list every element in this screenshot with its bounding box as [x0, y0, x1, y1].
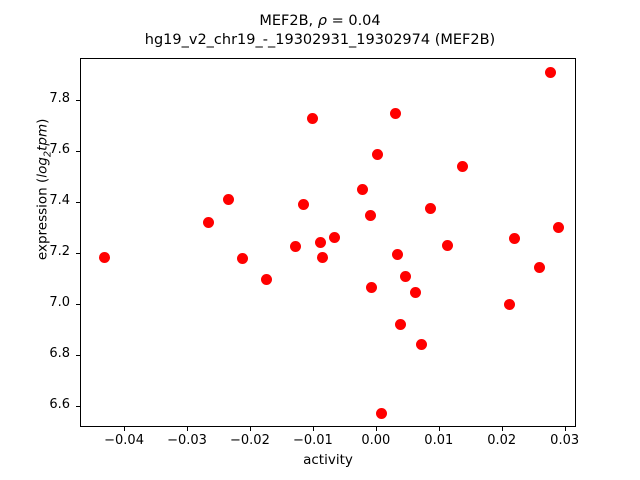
- ylabel-post: ): [34, 118, 51, 124]
- scatter-point: [297, 198, 309, 210]
- x-tick-mark: [564, 427, 566, 431]
- y-tick-label: 7.4: [49, 192, 70, 208]
- scatter-point: [317, 251, 329, 263]
- x-tick-label: 0.00: [361, 433, 391, 448]
- y-tick-label: 7.6: [49, 142, 70, 157]
- y-tick-mark: [76, 100, 80, 102]
- title-rho-value: = 0.04: [326, 13, 381, 29]
- x-tick-label: 0.02: [487, 433, 517, 448]
- ylabel-log: log: [34, 157, 51, 178]
- x-tick-mark: [501, 427, 503, 431]
- scatter-point: [261, 273, 273, 285]
- scatter-point: [375, 407, 387, 419]
- x-axis-label: activity: [303, 452, 353, 468]
- y-tick-mark: [76, 303, 80, 305]
- scatter-point: [503, 299, 515, 311]
- scatter-point: [223, 193, 235, 205]
- x-tick-label: 0.01: [424, 433, 454, 448]
- y-tick-mark: [76, 151, 80, 152]
- scatter-points-layer: [81, 59, 575, 426]
- y-tick-mark: [76, 201, 80, 203]
- title-gene-rho-pre: MEF2B,: [259, 13, 318, 29]
- ylabel-subscript: 2: [42, 150, 54, 158]
- scatter-point: [533, 261, 545, 273]
- x-tick-mark: [124, 427, 126, 431]
- scatter-point: [365, 209, 377, 221]
- y-tick-label: 7.2: [49, 243, 70, 259]
- x-tick-label: −0.01: [292, 433, 333, 448]
- y-tick-mark: [76, 354, 80, 356]
- x-tick-mark: [187, 427, 188, 431]
- scatter-point: [329, 232, 341, 244]
- rho-symbol: ρ: [317, 13, 327, 29]
- scatter-point: [456, 160, 468, 172]
- scatter-point: [390, 108, 402, 120]
- x-tick-label: 0.03: [550, 433, 580, 448]
- title-line-1: MEF2B, ρ = 0.04: [0, 12, 640, 31]
- scatter-point: [416, 339, 428, 351]
- x-tick-label: −0.04: [104, 433, 144, 448]
- scatter-point: [509, 232, 521, 244]
- scatter-point: [306, 113, 318, 125]
- ylabel-pre: expression (: [34, 177, 51, 261]
- plot-axes-area: [80, 58, 576, 427]
- y-tick-label: 6.8: [49, 345, 70, 361]
- scatter-point: [545, 67, 557, 78]
- scatter-point: [400, 270, 412, 282]
- x-tick-mark: [438, 427, 440, 431]
- y-axis-label: expression (log2tpm): [35, 39, 54, 339]
- scatter-point: [442, 239, 454, 251]
- ylabel-tpm: tpm: [34, 123, 51, 151]
- plot-title: MEF2B, ρ = 0.04 hg19_v2_chr19_-_19302931…: [0, 12, 640, 50]
- x-tick-mark: [249, 427, 251, 431]
- scatter-point: [371, 149, 383, 161]
- scatter-point: [236, 252, 248, 264]
- scatter-point: [410, 287, 422, 299]
- y-tick-label: 7.8: [49, 91, 70, 107]
- y-tick-mark: [76, 252, 80, 254]
- x-tick-mark: [312, 427, 314, 431]
- scatter-point: [395, 318, 407, 330]
- scatter-point: [392, 248, 404, 260]
- title-line-2: hg19_v2_chr19_-_19302931_19302974 (MEF2B…: [144, 32, 496, 48]
- x-tick-label: −0.03: [167, 433, 207, 448]
- scatter-point: [99, 252, 111, 264]
- x-tick-mark: [375, 427, 377, 431]
- scatter-point: [357, 184, 369, 196]
- scatter-point: [424, 203, 436, 215]
- scatter-point: [289, 240, 301, 252]
- scatter-point: [553, 222, 565, 234]
- scatter-point: [202, 216, 214, 228]
- y-tick-label: 6.6: [49, 396, 70, 412]
- y-tick-label: 7.0: [49, 294, 70, 310]
- scatter-point: [315, 237, 327, 249]
- y-tick-mark: [76, 405, 80, 407]
- x-tick-label: −0.02: [230, 433, 270, 448]
- scatter-point: [366, 281, 378, 293]
